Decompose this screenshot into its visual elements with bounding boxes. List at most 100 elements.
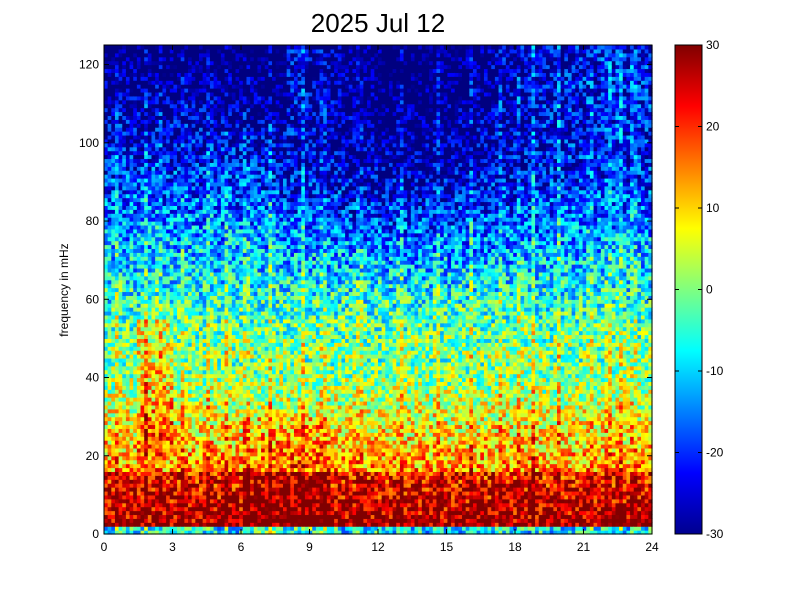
heatmap-cell [122, 134, 127, 140]
heatmap-cell [191, 444, 196, 449]
heatmap-cell [125, 209, 131, 214]
heatmap-cell [228, 404, 233, 410]
heatmap-cell [155, 361, 160, 367]
heatmap-cell [144, 490, 149, 496]
heatmap-cell [242, 455, 248, 461]
heatmap-cell [169, 311, 175, 316]
heatmap-cell [144, 271, 149, 277]
heatmap-cell [180, 330, 185, 336]
heatmap-cell [231, 252, 237, 257]
heatmap-cell [155, 459, 160, 465]
heatmap-cell [177, 185, 182, 191]
heatmap-cell [198, 459, 204, 465]
heatmap-cell [184, 131, 189, 136]
heatmap-cell [173, 142, 178, 148]
heatmap-cell [158, 123, 164, 128]
heatmap-cell [158, 158, 164, 163]
heatmap-cell [213, 91, 218, 97]
heatmap-cell [209, 291, 215, 296]
heatmap-cell [191, 150, 196, 156]
heatmap-cell [111, 330, 116, 336]
heatmap-cell [239, 142, 244, 148]
heatmap-cell [239, 248, 244, 253]
heatmap-cell [129, 248, 134, 253]
heatmap-cell [114, 318, 120, 324]
heatmap-cell [202, 498, 207, 504]
heatmap-cell [155, 189, 160, 195]
heatmap-cell [224, 365, 229, 371]
heatmap-cell [129, 64, 134, 70]
heatmap-cell [173, 103, 178, 109]
heatmap-cell [107, 131, 112, 136]
heatmap-cell [169, 361, 175, 367]
heatmap-cell [173, 483, 178, 488]
heatmap-cell [158, 498, 164, 504]
heatmap-cell [239, 459, 244, 465]
heatmap-cell [195, 440, 200, 445]
heatmap-cell [104, 228, 109, 234]
heatmap-cell [188, 467, 193, 473]
heatmap-cell [202, 432, 207, 437]
heatmap-cell [107, 260, 112, 265]
heatmap-cell [239, 440, 244, 445]
heatmap-cell [107, 119, 112, 124]
heatmap-cell [231, 318, 237, 324]
heatmap-cell [206, 197, 211, 203]
heatmap-cell [180, 123, 185, 128]
heatmap-cell [213, 397, 218, 402]
heatmap-cell [246, 483, 251, 488]
heatmap-cell [220, 447, 226, 453]
heatmap-cell [169, 404, 175, 410]
heatmap-cell [173, 318, 178, 324]
heatmap-cell [133, 381, 138, 386]
heatmap-cell [195, 393, 200, 398]
heatmap-cell [246, 447, 251, 453]
heatmap-cell [206, 494, 211, 500]
heatmap-cell [111, 307, 116, 312]
heatmap-cell [169, 213, 175, 218]
heatmap-cell [191, 514, 196, 519]
heatmap-cell [118, 514, 123, 519]
heatmap-cell [191, 142, 196, 148]
heatmap-cell [114, 377, 120, 383]
heatmap-cell [224, 224, 229, 230]
heatmap-cell [224, 408, 229, 414]
heatmap-cell [239, 95, 244, 101]
heatmap-cell [235, 432, 240, 437]
heatmap-cell [129, 80, 134, 85]
heatmap-cell [177, 244, 182, 250]
heatmap-cell [125, 150, 131, 156]
heatmap-cell [166, 498, 171, 504]
heatmap-cell [188, 522, 193, 527]
heatmap-cell [140, 440, 145, 445]
heatmap-cell [206, 440, 211, 445]
heatmap-cell [140, 326, 145, 332]
heatmap-cell [242, 127, 248, 132]
heatmap-cell [195, 154, 200, 160]
heatmap-cell [140, 88, 145, 93]
heatmap-cell [224, 463, 229, 469]
heatmap-cell [125, 381, 131, 386]
heatmap-cell [169, 314, 175, 320]
heatmap-cell [191, 256, 196, 261]
heatmap-cell [220, 459, 226, 465]
heatmap-cell [209, 150, 215, 156]
heatmap-cell [202, 217, 207, 222]
heatmap-cell [246, 64, 251, 70]
heatmap-cell [217, 365, 222, 371]
heatmap-cell [133, 283, 138, 289]
heatmap-cell [140, 397, 145, 402]
heatmap-cell [147, 154, 153, 160]
heatmap-cell [151, 127, 156, 132]
heatmap-cell [235, 502, 240, 508]
heatmap-cell [198, 64, 204, 70]
heatmap-cell [169, 158, 175, 163]
heatmap-cell [151, 146, 156, 152]
heatmap-cell [198, 412, 204, 418]
heatmap-cell [169, 209, 175, 214]
heatmap-cell [239, 127, 244, 132]
heatmap-cell [206, 502, 211, 508]
heatmap-cell [235, 490, 240, 496]
heatmap-cell [133, 260, 138, 265]
heatmap-cell [122, 174, 127, 179]
